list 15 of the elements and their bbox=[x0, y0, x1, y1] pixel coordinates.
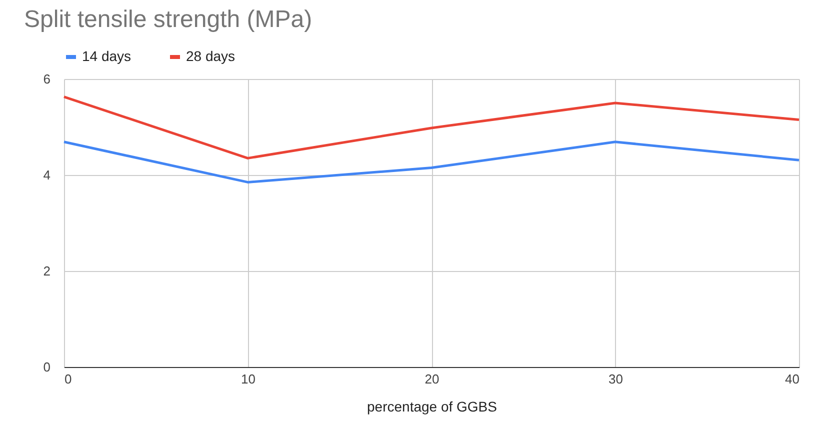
line-series bbox=[62, 140, 800, 184]
chart-title: Split tensile strength (MPa) bbox=[24, 6, 312, 33]
x-tick-label: 0 bbox=[64, 372, 72, 386]
x-tick-label: 20 bbox=[424, 372, 440, 386]
legend-label: 14 days bbox=[82, 48, 132, 64]
y-tick-label: 2 bbox=[43, 264, 50, 278]
line-series bbox=[62, 96, 800, 160]
x-tick-label: 30 bbox=[608, 372, 623, 386]
legend-label: 28 days bbox=[186, 48, 236, 64]
x-tick-label: 10 bbox=[241, 372, 256, 386]
y-tick-label: 6 bbox=[43, 72, 50, 86]
y-tick-label: 4 bbox=[43, 168, 50, 182]
x-axis-title: percentage of GGBS bbox=[367, 398, 497, 414]
y-tick-label: 0 bbox=[43, 360, 50, 374]
x-tick-label: 40 bbox=[785, 372, 800, 386]
